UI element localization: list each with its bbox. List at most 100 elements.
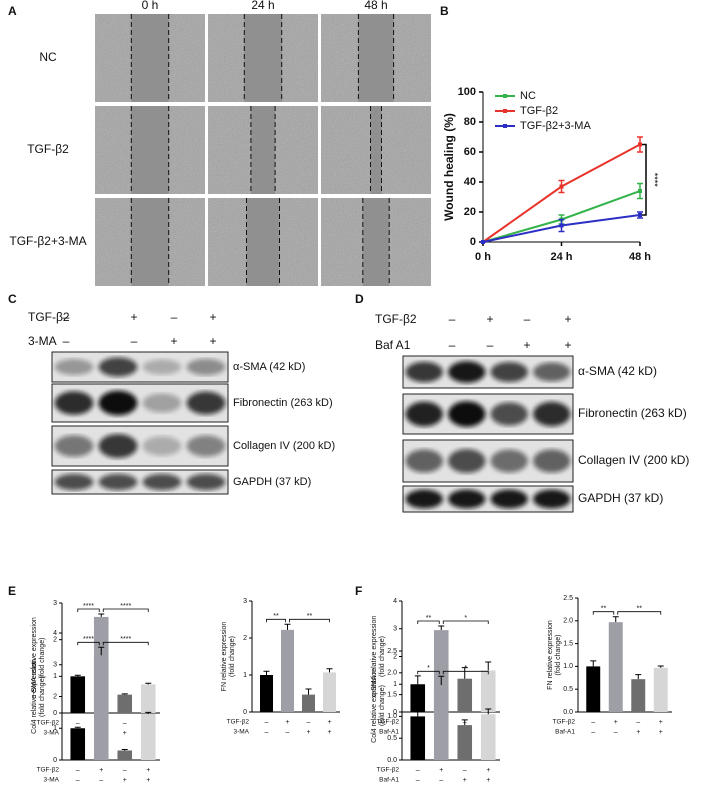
y-tick-label: 20 — [464, 206, 476, 218]
blot-band — [142, 359, 182, 375]
error-bar — [98, 613, 105, 617]
y-axis-label: FN relative expression — [547, 620, 554, 690]
condition-sign: – — [76, 720, 80, 727]
condition-sign: – — [63, 310, 70, 324]
significance-bracket — [417, 620, 440, 624]
bar — [457, 678, 473, 712]
condition-sign: + — [659, 729, 663, 736]
bar — [480, 714, 496, 760]
condition-sign: – — [123, 720, 127, 727]
significance-label: ** — [273, 613, 279, 620]
blot-band — [448, 489, 486, 509]
blot-band — [186, 435, 226, 457]
wound-gap — [131, 198, 169, 286]
y-axis-label: Col4 relative expression — [31, 659, 38, 734]
condition-sign: – — [131, 334, 138, 348]
condition-sign: – — [439, 777, 443, 784]
blot-band — [533, 489, 571, 509]
blot-band — [186, 473, 226, 491]
error-bar — [657, 665, 664, 668]
bar — [586, 666, 601, 712]
condition-label: 3-MA — [43, 730, 59, 737]
error-bar — [145, 682, 152, 685]
blot-band — [405, 361, 443, 383]
micrograph — [95, 106, 205, 194]
y-tick-label: 1.5 — [387, 691, 397, 698]
condition-sign: + — [146, 767, 150, 774]
error-bar — [414, 711, 421, 717]
significance-label: ** — [601, 606, 607, 613]
significance-label: **** — [83, 636, 94, 643]
micrograph — [208, 106, 318, 194]
error-bar — [121, 693, 128, 695]
condition-sign: + — [130, 310, 137, 324]
condition-sign: + — [285, 719, 289, 726]
y-axis-label: (fold change) — [229, 636, 236, 677]
row-label: TGF-β2+3-MA — [9, 234, 86, 248]
significance-bracket — [77, 608, 100, 612]
significance-label: **** — [120, 603, 131, 610]
significance-label: **** — [650, 173, 660, 188]
error-bar — [74, 726, 81, 729]
y-tick-label: 2 — [243, 635, 247, 642]
bar — [70, 676, 86, 713]
micrograph — [321, 106, 431, 194]
blot-band — [54, 391, 94, 415]
significance-label: **** — [120, 636, 131, 643]
y-tick-label: 2.0 — [563, 618, 573, 625]
wound-gap — [244, 14, 282, 102]
condition-sign: – — [524, 312, 531, 326]
condition-label: TGF-β2 — [36, 767, 59, 774]
y-tick-label: 3 — [243, 598, 247, 605]
blot-band — [98, 473, 138, 491]
band-label: Fibronectin (263 kD) — [578, 406, 687, 420]
blot-band — [533, 401, 571, 427]
panel-label: C — [8, 292, 17, 306]
condition-label: TGF-β2 — [552, 719, 575, 726]
blot-band — [142, 393, 182, 413]
significance-label: ** — [426, 615, 432, 622]
micrograph — [95, 14, 205, 102]
y-axis-label: (fold change) — [39, 676, 46, 717]
y-tick-label: 0.5 — [387, 735, 397, 742]
point — [559, 184, 564, 189]
error-bar — [74, 674, 81, 677]
blot-band — [98, 390, 138, 416]
condition-label: TGF-β2 — [376, 767, 399, 774]
error-bar — [414, 675, 421, 685]
band-label: α-SMA (42 kD) — [578, 364, 657, 378]
bar — [480, 670, 496, 712]
bar — [410, 716, 426, 760]
row-label: NC — [39, 50, 57, 64]
significance-bracket — [266, 618, 286, 623]
blot-band — [490, 361, 528, 383]
panel-label: A — [8, 4, 17, 18]
significance-bracket — [617, 611, 662, 615]
band-label: α-SMA (42 kD) — [233, 361, 305, 373]
bar — [322, 672, 337, 712]
error-bar — [326, 668, 333, 673]
condition-sign: – — [265, 729, 269, 736]
blot-band — [54, 435, 94, 457]
y-tick-label: 1 — [243, 672, 247, 679]
wound-gap — [131, 14, 169, 102]
blot-band — [490, 489, 528, 509]
condition-sign: + — [463, 777, 467, 784]
error-bar — [121, 749, 128, 751]
condition-label: Baf-A1 — [379, 729, 399, 736]
error-bar — [461, 719, 468, 726]
error-bar — [305, 688, 312, 695]
blot-band — [490, 402, 528, 426]
bar — [653, 667, 668, 712]
blot-band — [142, 436, 182, 456]
condition-sign: – — [614, 729, 618, 736]
significance-label: * — [464, 615, 467, 622]
blot-band — [533, 449, 571, 473]
y-tick-label: 1.0 — [563, 663, 573, 670]
legend-label: NC — [520, 90, 536, 102]
significance-bracket — [102, 608, 149, 612]
legend-label: TGF-β2 — [520, 105, 558, 117]
y-tick-label: 4 — [53, 630, 57, 637]
y-tick-label: 2.5 — [387, 648, 397, 655]
